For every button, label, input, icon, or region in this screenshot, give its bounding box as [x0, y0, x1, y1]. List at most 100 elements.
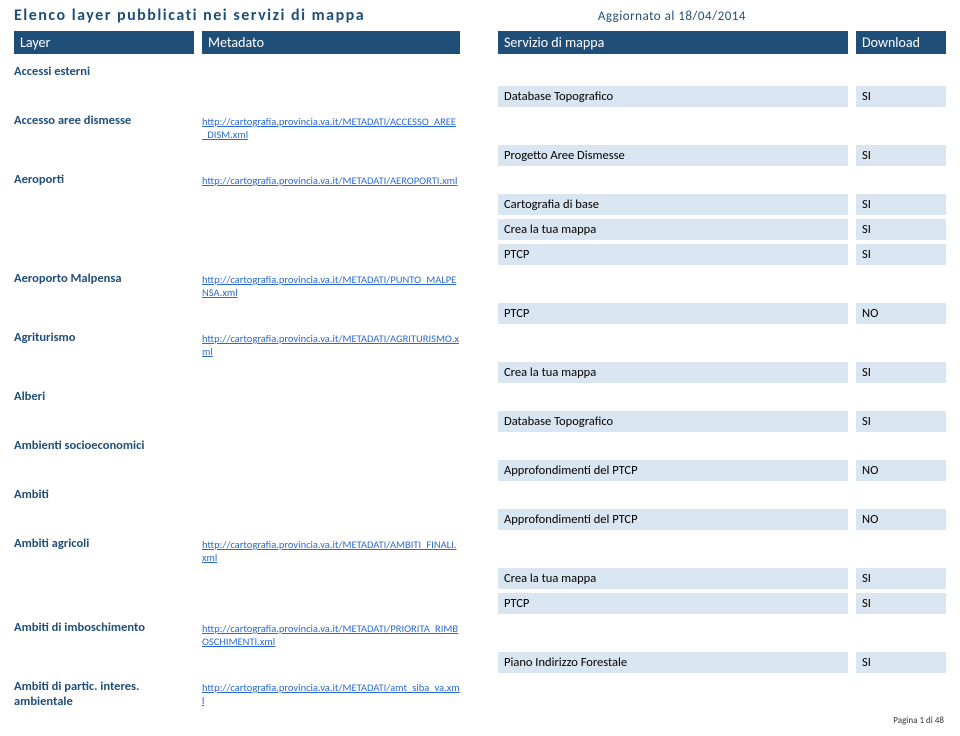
cell-metadato: http://cartografia.provincia.va.it/METAD…: [202, 170, 460, 190]
metadata-link[interactable]: http://cartografia.provincia.va.it/METAD…: [202, 538, 456, 564]
table-row: PTCPSI: [14, 244, 946, 265]
cell-download: SI: [856, 411, 946, 432]
cell-download: [856, 534, 946, 564]
cell-metadato: http://cartografia.provincia.va.it/METAD…: [202, 269, 460, 299]
cell-download: SI: [856, 86, 946, 107]
cell-download: SI: [856, 145, 946, 166]
metadata-link[interactable]: http://cartografia.provincia.va.it/METAD…: [202, 115, 456, 141]
cell-metadato: [202, 303, 460, 324]
cell-layer: Aeroporto Malpensa: [14, 269, 194, 299]
header-servizio: Servizio di mappa: [498, 31, 848, 54]
cell-servizio: [498, 269, 848, 299]
cell-metadato: [202, 436, 460, 456]
cell-layer: [14, 244, 194, 265]
table-row: Ambiti di imboschimentohttp://cartografi…: [14, 618, 946, 648]
cell-layer: Ambiti di partic. interes. ambientale: [14, 677, 194, 709]
cell-servizio: [498, 436, 848, 456]
cell-metadato: [202, 194, 460, 215]
cell-metadato: http://cartografia.provincia.va.it/METAD…: [202, 618, 460, 648]
cell-metadato: [202, 362, 460, 383]
date-label: Aggiornato al 18/04/2014: [598, 9, 746, 24]
header-download: Download: [856, 31, 946, 54]
table-row: Cartografia di base SI: [14, 194, 946, 215]
cell-layer: [14, 145, 194, 166]
cell-metadato: [202, 219, 460, 240]
cell-layer: [14, 303, 194, 324]
cell-layer: [14, 411, 194, 432]
cell-layer: [14, 509, 194, 530]
cell-layer: Ambienti socioeconomici: [14, 436, 194, 456]
table-row: Ambiti di partic. interes. ambientale htt…: [14, 677, 946, 709]
cell-metadato: [202, 485, 460, 505]
metadata-link[interactable]: http://cartografia.provincia.va.it/METAD…: [202, 622, 458, 648]
cell-metadato: [202, 145, 460, 166]
table-row: Alberi: [14, 387, 946, 407]
cell-layer: [14, 460, 194, 481]
cell-servizio: [498, 677, 848, 709]
cell-servizio: Cartografia di base: [498, 194, 848, 215]
cell-metadato: http://cartografia.provincia.va.it/METAD…: [202, 111, 460, 141]
cell-servizio: Progetto Aree Dismesse: [498, 145, 848, 166]
cell-layer: [14, 194, 194, 215]
cell-metadato: [202, 411, 460, 432]
cell-download: [856, 436, 946, 456]
cell-download: SI: [856, 593, 946, 614]
cell-servizio: [498, 170, 848, 190]
cell-download: [856, 387, 946, 407]
metadata-link[interactable]: http://cartografia.provincia.va.it/METAD…: [202, 174, 457, 187]
table-row: Database Topografico SI: [14, 86, 946, 107]
cell-download: [856, 677, 946, 709]
cell-layer: [14, 86, 194, 107]
cell-servizio: Piano Indirizzo Forestale: [498, 652, 848, 673]
cell-download: SI: [856, 244, 946, 265]
cell-servizio: [498, 534, 848, 564]
cell-servizio: [498, 485, 848, 505]
metadata-link[interactable]: http://cartografia.provincia.va.it/METAD…: [202, 681, 460, 707]
table-row: Crea la tua mappaSI: [14, 219, 946, 240]
cell-download: SI: [856, 219, 946, 240]
cell-download: [856, 269, 946, 299]
cell-layer: Alberi: [14, 387, 194, 407]
table-row: Ambiti agricoli http://cartografia.provin…: [14, 534, 946, 564]
cell-layer: [14, 652, 194, 673]
cell-metadato: [202, 86, 460, 107]
cell-servizio: Database Topografico: [498, 411, 848, 432]
table-row: Aeroporti http://cartografia.provincia.va…: [14, 170, 946, 190]
cell-servizio: Approfondimenti del PTCP: [498, 460, 848, 481]
cell-servizio: Crea la tua mappa: [498, 362, 848, 383]
cell-layer: [14, 593, 194, 614]
cell-download: SI: [856, 652, 946, 673]
cell-download: [856, 111, 946, 141]
cell-servizio: Database Topografico: [498, 86, 848, 107]
table-body: Accessi esterni Database Topografico SI Acc…: [14, 62, 946, 709]
cell-servizio: PTCP: [498, 303, 848, 324]
cell-layer: Aeroporti: [14, 170, 194, 190]
cell-layer: Ambiti agricoli: [14, 534, 194, 564]
table-row: Ambiti: [14, 485, 946, 505]
cell-download: SI: [856, 568, 946, 589]
cell-download: [856, 62, 946, 82]
table-row: Accesso aree dismesse http://cartografia.…: [14, 111, 946, 141]
metadata-link[interactable]: http://cartografia.provincia.va.it/METAD…: [202, 273, 456, 299]
cell-layer: Accesso aree dismesse: [14, 111, 194, 141]
cell-metadato: [202, 387, 460, 407]
cell-download: [856, 485, 946, 505]
cell-servizio: [498, 111, 848, 141]
cell-layer: [14, 568, 194, 589]
cell-metadato: http://cartografia.provincia.va.it/METAD…: [202, 328, 460, 358]
cell-metadato: [202, 244, 460, 265]
header-row: Layer Metadato Servizio di mappa Downloa…: [14, 31, 946, 54]
cell-layer: Agriturismo: [14, 328, 194, 358]
table-row: Agriturismo http://cartografia.provincia.…: [14, 328, 946, 358]
metadata-link[interactable]: http://cartografia.provincia.va.it/METAD…: [202, 332, 459, 358]
table-row: Approfondimenti del PTCPNO: [14, 460, 946, 481]
table-row: Aeroporto Malpensa http://cartografia.pro…: [14, 269, 946, 299]
cell-layer: [14, 362, 194, 383]
table-row: Accessi esterni: [14, 62, 946, 82]
cell-metadato: [202, 568, 460, 589]
cell-metadato: [202, 62, 460, 82]
cell-download: [856, 170, 946, 190]
cell-download: [856, 618, 946, 648]
cell-metadato: [202, 460, 460, 481]
cell-download: SI: [856, 194, 946, 215]
